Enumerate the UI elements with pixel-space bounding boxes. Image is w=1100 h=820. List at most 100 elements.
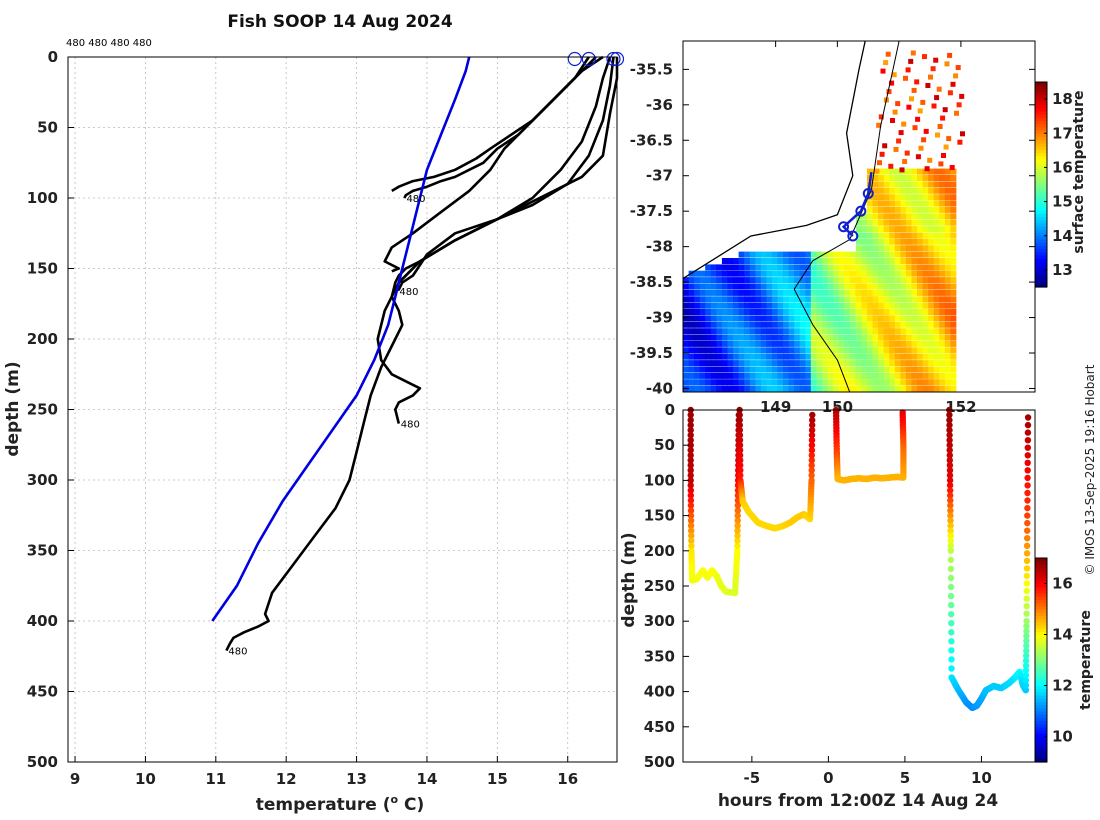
sst-cell <box>699 328 706 335</box>
sst-cell <box>827 372 834 379</box>
sst-cell <box>944 372 951 379</box>
sst-cell <box>942 107 948 113</box>
colorbar-swatch <box>1035 206 1047 211</box>
sst-cell <box>805 360 812 367</box>
sst-cell <box>872 302 879 309</box>
sst-cell <box>833 283 840 290</box>
sst-cell <box>878 187 885 194</box>
sst-cell <box>705 315 712 322</box>
sst-cell <box>944 347 951 354</box>
sst-cell <box>833 289 840 296</box>
colorbar-swatch <box>1035 142 1047 147</box>
sst-cell <box>905 187 912 194</box>
sst-cell <box>883 347 890 354</box>
sst-cell <box>928 340 935 347</box>
sst-cell <box>683 309 689 315</box>
sst-cell <box>716 321 723 328</box>
sst-cell <box>766 372 773 379</box>
sst-cell <box>943 144 949 150</box>
sst-cell <box>900 258 907 264</box>
sst-cell <box>833 258 840 264</box>
sst-cell <box>788 289 795 296</box>
colorbar-swatch <box>1035 589 1047 594</box>
sst-cell <box>911 251 918 258</box>
sst-cell <box>900 219 907 226</box>
sst-cell <box>694 277 701 284</box>
colorbar-swatch <box>1035 133 1047 138</box>
sst-cell <box>705 366 712 373</box>
y-tick-label: 100 <box>27 189 58 207</box>
profile-end-label: 480 <box>399 287 418 298</box>
sst-cell <box>867 200 873 207</box>
sst-cell <box>922 270 929 277</box>
colorbar-swatch <box>1035 226 1047 230</box>
sst-cell <box>777 360 784 367</box>
depth-sample-point <box>947 507 954 514</box>
sst-cell <box>760 309 767 315</box>
sst-cell <box>867 385 873 392</box>
sst-cell <box>928 251 935 258</box>
depth-sample-point <box>946 426 953 434</box>
sst-cell <box>872 340 879 347</box>
depth-sample-point <box>808 477 815 484</box>
colorbar-tick-label: 14 <box>1052 626 1073 644</box>
sst-cell <box>794 283 801 290</box>
depth-sample-point <box>1022 677 1030 684</box>
sst-cell <box>727 283 734 290</box>
sst-cell <box>928 226 935 233</box>
sst-cell <box>883 200 890 207</box>
sst-cell <box>755 277 762 284</box>
sst-cell <box>777 353 784 360</box>
colorbar-swatch <box>1035 283 1047 288</box>
sst-cell <box>911 175 918 181</box>
sst-cell <box>783 328 789 335</box>
sst-cell <box>939 168 946 175</box>
sst-cell <box>794 379 801 386</box>
sst-cell <box>939 328 946 335</box>
sst-cell <box>917 302 923 309</box>
sst-cell <box>699 379 706 386</box>
sst-cell <box>861 245 868 252</box>
depth-sample-point <box>737 462 744 469</box>
sst-cell <box>766 251 773 258</box>
sst-cell <box>950 194 957 201</box>
sst-cell <box>950 81 956 87</box>
sst-cell <box>867 219 873 226</box>
sst-cell <box>694 372 701 379</box>
sst-cell <box>710 321 717 328</box>
colorbar-swatch <box>1035 178 1047 182</box>
sst-cell <box>911 213 918 220</box>
sst-cell <box>716 302 723 309</box>
sst-cell <box>957 139 963 145</box>
sst-cell <box>744 302 751 309</box>
depth-sample-point <box>687 467 694 474</box>
sst-cell <box>827 360 834 367</box>
sst-cell <box>939 270 946 277</box>
sst-cell <box>749 360 756 367</box>
sst-cell <box>944 168 951 175</box>
sst-cell <box>928 372 935 379</box>
sst-cell <box>683 360 689 367</box>
sst-cell <box>816 289 823 296</box>
sst-cell <box>727 347 734 354</box>
sst-cell <box>721 258 728 264</box>
sst-cell <box>894 328 901 335</box>
colorbar-swatch <box>1035 101 1047 106</box>
sst-cell <box>894 187 901 194</box>
sst-cell <box>872 289 879 296</box>
sst-cell <box>733 270 739 277</box>
sst-cell <box>885 51 891 57</box>
sst-cell <box>933 340 940 347</box>
sst-cell <box>849 264 856 271</box>
sst-cell <box>911 168 918 175</box>
sst-cell <box>788 385 795 392</box>
sst-cell <box>783 251 789 258</box>
sst-cell <box>905 283 912 290</box>
sst-cell <box>905 353 912 360</box>
sst-cell <box>794 289 801 296</box>
sst-cell <box>900 175 907 181</box>
sst-cell <box>911 321 918 328</box>
depth-sample-point <box>1023 627 1030 635</box>
sst-cell <box>928 194 935 201</box>
depth-sample-point <box>808 426 816 434</box>
